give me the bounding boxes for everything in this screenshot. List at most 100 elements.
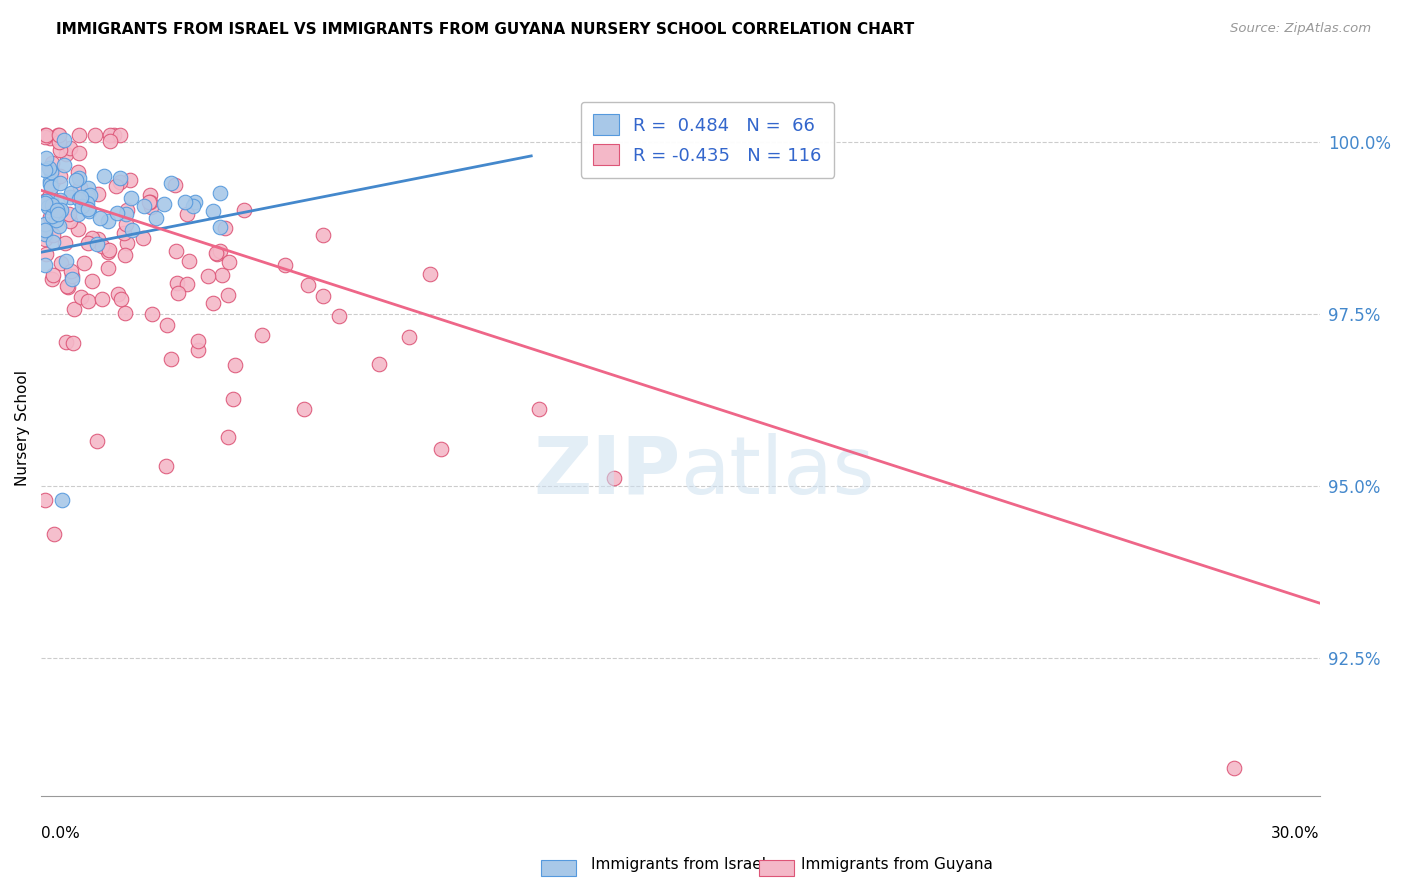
Point: [527, 401, 550, 416]
Text: Immigrants from Guyana: Immigrants from Guyana: [801, 857, 993, 872]
Point: [59, 264, 82, 278]
Point: [217, 430, 239, 444]
Point: [141, 307, 163, 321]
Point: [132, 199, 155, 213]
Point: [114, 248, 136, 262]
Point: [184, 194, 207, 209]
Point: [224, 359, 246, 373]
Point: [1223, 761, 1246, 775]
Point: [90, 239, 112, 253]
Point: [211, 268, 233, 282]
Point: [37, 201, 59, 215]
Point: [156, 318, 179, 332]
Point: [141, 200, 163, 214]
Point: [107, 287, 129, 301]
Point: [312, 227, 335, 242]
Point: [114, 305, 136, 319]
Point: [181, 198, 204, 212]
Point: [35, 193, 58, 207]
Point: [602, 471, 624, 485]
Point: [46, 207, 69, 221]
Point: [70, 289, 93, 303]
Point: [419, 267, 441, 281]
Point: [89, 211, 111, 225]
Point: [41, 198, 63, 212]
Point: [41, 180, 63, 194]
Point: [58, 207, 80, 221]
Point: [41, 156, 63, 170]
Point: [205, 246, 228, 260]
Point: [166, 276, 188, 290]
Point: [115, 217, 138, 231]
Point: [67, 171, 90, 186]
Point: [107, 205, 129, 219]
Y-axis label: Nursery School: Nursery School: [15, 369, 30, 485]
Point: [48, 203, 70, 218]
Point: [112, 226, 135, 240]
Point: [139, 188, 162, 202]
Point: [34, 217, 56, 231]
Point: [65, 173, 87, 187]
Point: [42, 235, 65, 250]
Point: [98, 134, 121, 148]
Point: [110, 292, 132, 306]
Point: [42, 227, 65, 242]
Point: [187, 343, 209, 357]
Point: [48, 128, 70, 143]
Point: [97, 260, 120, 275]
Point: [38, 131, 60, 145]
Point: [165, 244, 187, 258]
Point: [55, 147, 77, 161]
Text: ZIP: ZIP: [533, 433, 681, 511]
Point: [160, 176, 183, 190]
Text: Source: ZipAtlas.com: Source: ZipAtlas.com: [1230, 22, 1371, 36]
Point: [77, 188, 100, 202]
Point: [53, 158, 76, 172]
Point: [97, 214, 120, 228]
Point: [115, 203, 138, 218]
Point: [187, 334, 209, 348]
Point: [34, 247, 56, 261]
Point: [292, 401, 315, 416]
Point: [80, 231, 103, 245]
Text: 30.0%: 30.0%: [1271, 826, 1320, 841]
Point: [76, 181, 98, 195]
Point: [176, 277, 198, 292]
Point: [77, 203, 100, 218]
Point: [155, 459, 177, 474]
Text: 0.0%: 0.0%: [41, 826, 80, 841]
Point: [67, 128, 90, 143]
Point: [35, 152, 58, 166]
Point: [34, 224, 56, 238]
Point: [76, 195, 98, 210]
Point: [114, 207, 136, 221]
Point: [49, 194, 72, 208]
Point: [34, 227, 56, 241]
Point: [49, 169, 72, 184]
Text: atlas: atlas: [681, 433, 875, 511]
Point: [67, 192, 90, 206]
Point: [209, 186, 232, 200]
Point: [35, 194, 58, 209]
Point: [48, 135, 70, 149]
Point: [62, 302, 84, 317]
Point: [41, 163, 63, 178]
Point: [165, 178, 187, 192]
Point: [429, 442, 451, 456]
Point: [367, 358, 389, 372]
Point: [120, 191, 142, 205]
Point: [34, 162, 56, 177]
Point: [56, 279, 79, 293]
Point: [51, 492, 73, 507]
Point: [55, 253, 77, 268]
Point: [70, 198, 93, 212]
Point: [90, 292, 112, 306]
Point: [38, 178, 60, 192]
Point: [60, 272, 83, 286]
Point: [41, 272, 63, 286]
Point: [86, 434, 108, 449]
Point: [67, 146, 90, 161]
Point: [38, 188, 60, 202]
Point: [60, 268, 83, 283]
Point: [49, 256, 72, 270]
